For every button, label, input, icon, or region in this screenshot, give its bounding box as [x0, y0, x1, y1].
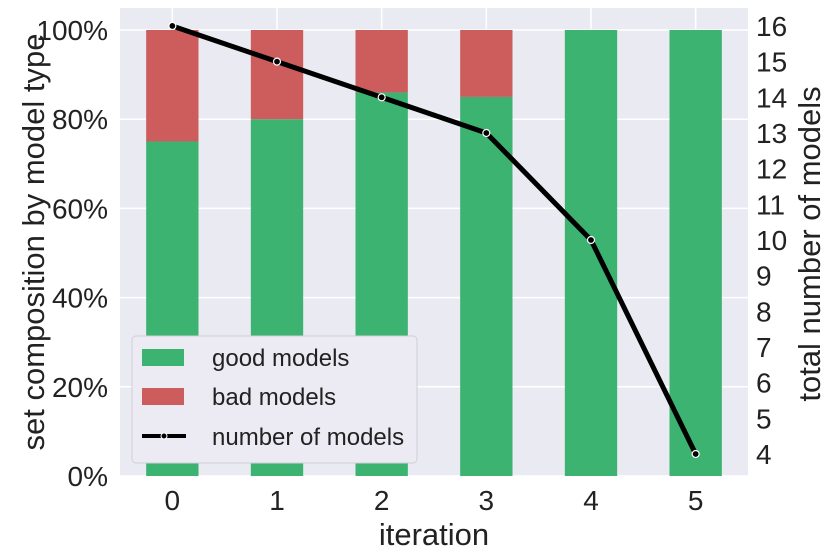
line-series	[168, 21, 700, 459]
y-tick-label: 0%	[68, 461, 108, 492]
bar-bad-models-0	[146, 30, 199, 142]
y2-tick-label: 16	[756, 11, 787, 42]
x-tick-label: 5	[688, 485, 704, 516]
y2-tick-label: 11	[756, 189, 785, 220]
y2-tick-label: 5	[756, 403, 772, 434]
legend-swatch-bad-models	[142, 388, 184, 405]
y-tick-label: 100%	[36, 15, 108, 46]
y2-tick-label: 12	[756, 154, 787, 185]
line-point-0	[168, 21, 177, 31]
legend-label-good-models: good models	[212, 345, 349, 372]
y-axis-ticks: 0% 20% 40% 60% 80% 100%	[36, 15, 108, 492]
y2-tick-label: 9	[756, 261, 772, 292]
y-axis-label: set composition by model type	[16, 34, 51, 451]
legend: good models bad models number of models	[131, 335, 418, 464]
legend-label-number-of-models: number of models	[212, 424, 404, 451]
y2-axis-label: total number of models	[792, 86, 827, 401]
x-tick-label: 0	[165, 485, 181, 516]
legend-swatch-good-models	[142, 349, 184, 366]
legend-label-bad-models: bad models	[212, 384, 336, 411]
y2-tick-label: 13	[756, 118, 787, 149]
x-tick-label: 1	[269, 485, 285, 516]
line-point-2	[377, 93, 386, 102]
line-point-3	[482, 128, 491, 138]
y-tick-label: 80%	[52, 104, 108, 135]
y2-tick-label: 15	[756, 47, 787, 78]
line-point-1	[272, 57, 282, 66]
y2-tick-label: 14	[756, 82, 787, 113]
y2-tick-label: 6	[756, 368, 772, 399]
line-point-5	[691, 449, 700, 459]
y2-axis-ticks: 4 5 6 7 8 9 10 11 12 13 14 15 16	[756, 11, 787, 470]
bar-bad-models-1	[250, 30, 304, 120]
x-axis-ticks: 0 1 2 3 4 5	[165, 485, 704, 516]
y-tick-label: 20%	[52, 372, 108, 403]
y-tick-label: 60%	[52, 193, 108, 224]
bar-good-models-5	[669, 30, 722, 476]
x-tick-label: 4	[583, 485, 599, 516]
x-axis-label: iteration	[379, 517, 489, 552]
y2-tick-label: 4	[756, 439, 772, 470]
x-tick-label: 3	[479, 485, 495, 516]
y2-tick-label: 8	[756, 296, 772, 327]
x-tick-label: 2	[374, 485, 390, 516]
bar-bad-models-2	[355, 30, 408, 93]
legend-swatch-marker	[160, 432, 168, 440]
y2-tick-label: 10	[756, 225, 787, 256]
legend-frame	[131, 335, 418, 464]
y-tick-label: 40%	[52, 283, 108, 314]
y2-tick-label: 7	[756, 332, 772, 363]
bar-bad-models-3	[460, 30, 513, 97]
bar-good-models-4	[564, 30, 618, 476]
line-point-4	[586, 235, 596, 245]
line-number-of-models	[171, 23, 698, 456]
bar-good-models-3	[460, 96, 513, 477]
